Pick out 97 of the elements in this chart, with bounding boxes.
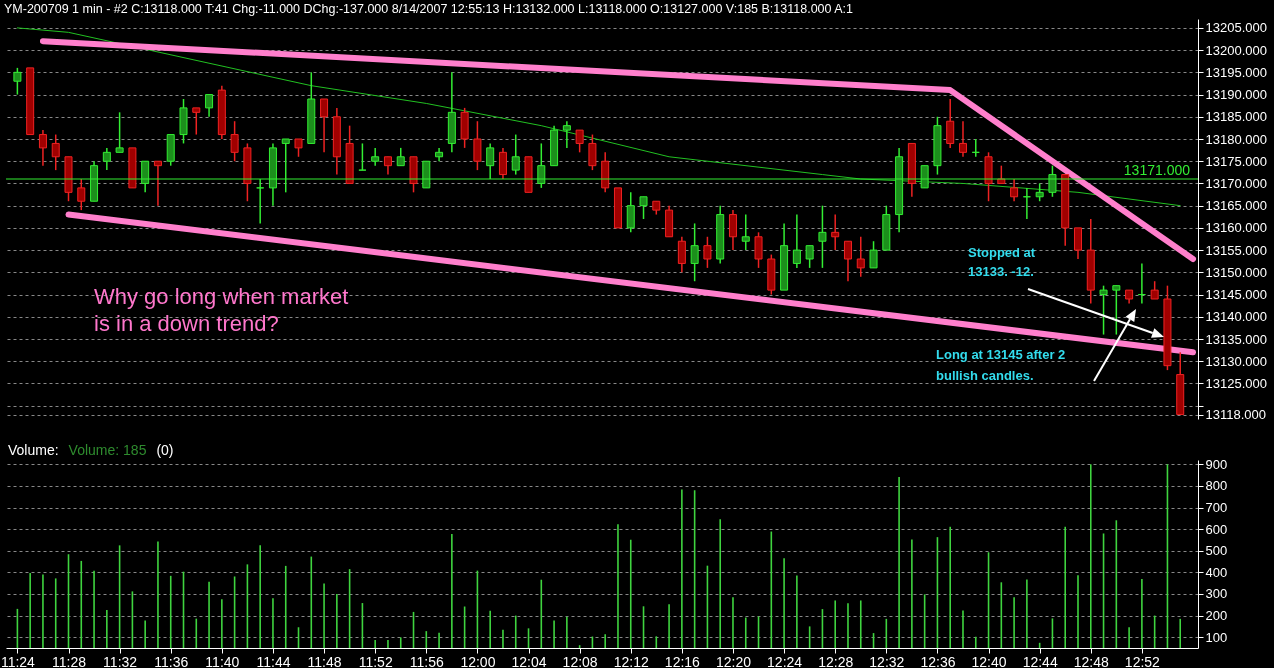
x-tick-label: 12:44 [1022, 653, 1058, 668]
y-tick-label: 13180.000 [1205, 131, 1267, 147]
y-tick-label: 800 [1205, 478, 1228, 494]
y-tick-label: 900 [1205, 456, 1228, 472]
candlestick [115, 111, 124, 154]
y-tick-label: 13195.000 [1205, 64, 1267, 80]
candlestick [230, 120, 239, 162]
candlestick [626, 191, 635, 234]
candlestick [358, 142, 367, 171]
candlestick [958, 120, 967, 158]
candlestick [856, 236, 865, 278]
x-tick-label: 11:52 [358, 653, 393, 668]
candlestick [205, 93, 214, 118]
y-tick-label: 200 [1205, 608, 1228, 624]
x-tick-label: 11:48 [307, 653, 342, 668]
y-tick-label: 500 [1205, 543, 1228, 559]
x-tick-label: 12:00 [460, 653, 496, 668]
x-tick-label: 12:32 [869, 653, 905, 668]
candlestick [588, 133, 597, 171]
candlestick [946, 98, 955, 149]
candlestick [1010, 178, 1019, 202]
y-tick-label: 400 [1205, 564, 1228, 580]
y-tick-label: 13200.000 [1205, 42, 1267, 58]
candlestick [831, 213, 840, 251]
annotation: Long at 13145 after 2 bullish candles. [936, 347, 1066, 383]
y-tick-label: 13160.000 [1205, 220, 1267, 236]
candlestick [77, 178, 86, 211]
candlestick [818, 204, 827, 269]
x-tick-label: 11:56 [409, 653, 445, 668]
y-tick-label: 13118.000 [1205, 407, 1266, 423]
ref-line-label: 13171.000 [1123, 162, 1191, 178]
y-tick-label: 13205.000 [1205, 20, 1267, 36]
x-tick-label: 11:32 [103, 653, 138, 668]
candlestick [192, 107, 201, 136]
x-tick-label: 12:08 [562, 653, 598, 668]
x-tick-label: 11:40 [205, 653, 240, 668]
candlestick [869, 240, 878, 269]
candlestick [703, 236, 712, 269]
x-tick-label: 12:52 [1124, 653, 1161, 668]
candlestick [38, 129, 47, 167]
x-tick-label: 12:16 [664, 653, 701, 668]
y-tick-label: 13145.000 [1205, 287, 1267, 303]
y-tick-label: 100 [1205, 629, 1228, 645]
candlestick [639, 196, 648, 220]
x-tick-label: 11:44 [256, 653, 291, 668]
candlestick [102, 147, 111, 171]
candlestick [677, 236, 686, 274]
y-tick-label: 13190.000 [1205, 87, 1267, 103]
candlestick [1112, 284, 1121, 336]
candlestick [320, 98, 329, 154]
candlestick [575, 129, 584, 154]
candlestick [728, 209, 737, 251]
y-tick-label: 13140.000 [1205, 309, 1267, 325]
candlestick [805, 244, 814, 269]
candlestick [1073, 227, 1082, 260]
candlestick [498, 147, 507, 180]
candlestick [473, 120, 482, 171]
candlestick [13, 67, 22, 96]
x-tick-label: 12:12 [613, 653, 649, 668]
chart-title: Volume: [8, 442, 59, 458]
x-tick-label: 12:48 [1073, 653, 1109, 668]
x-tick-label: 12:20 [715, 653, 752, 668]
chart-title: YM-200709 1 min - #2 C:13118.000 T:41 Chg:-11.000 DChg:-137.000 8/14/2007 12:55:13 H:13132.000 L:13118.000 O:13127.000 V:185 B:13118.000 A:1 [4, 1, 854, 16]
candlestick [843, 240, 852, 282]
x-tick-label: 11:36 [154, 653, 189, 668]
candlestick [754, 231, 763, 269]
candlestick [153, 160, 162, 207]
candlestick [1099, 284, 1108, 336]
y-tick-label: 13130.000 [1205, 353, 1267, 369]
x-tick-label: 12:24 [767, 653, 803, 668]
y-tick-label: 13155.000 [1205, 242, 1267, 258]
candlestick [741, 213, 750, 251]
text: Volume: 185 [68, 442, 147, 458]
candlestick [511, 133, 520, 176]
x-tick-label: 11:28 [52, 653, 87, 668]
x-tick-label: 12:28 [818, 653, 854, 668]
y-tick-label: 600 [1205, 521, 1228, 537]
y-tick-label: 13170.000 [1205, 175, 1267, 191]
annotation: Why go long when market is in a down trend? [94, 284, 349, 336]
y-tick-label: 13185.000 [1205, 109, 1267, 125]
annotation: Stopped at 13133. -12. [968, 245, 1036, 279]
x-tick-label: 12:36 [920, 653, 956, 668]
candlestick [51, 133, 60, 171]
candlestick [562, 120, 571, 149]
candlestick [792, 213, 801, 269]
y-tick-label: 300 [1205, 586, 1228, 602]
x-tick-label: 11:24 [0, 653, 36, 668]
y-tick-label: 13150.000 [1205, 264, 1267, 280]
x-tick-label: 12:04 [511, 653, 547, 668]
x-tick-label: 12:40 [971, 653, 1007, 668]
y-tick-label: 13165.000 [1205, 198, 1267, 214]
text: (0) [156, 442, 174, 458]
y-tick-label: 13125.000 [1205, 375, 1267, 391]
y-tick-label: 13175.000 [1205, 153, 1267, 169]
candlestick [690, 222, 699, 282]
y-tick-label: 13135.000 [1205, 331, 1267, 347]
y-tick-label: 700 [1205, 500, 1228, 516]
